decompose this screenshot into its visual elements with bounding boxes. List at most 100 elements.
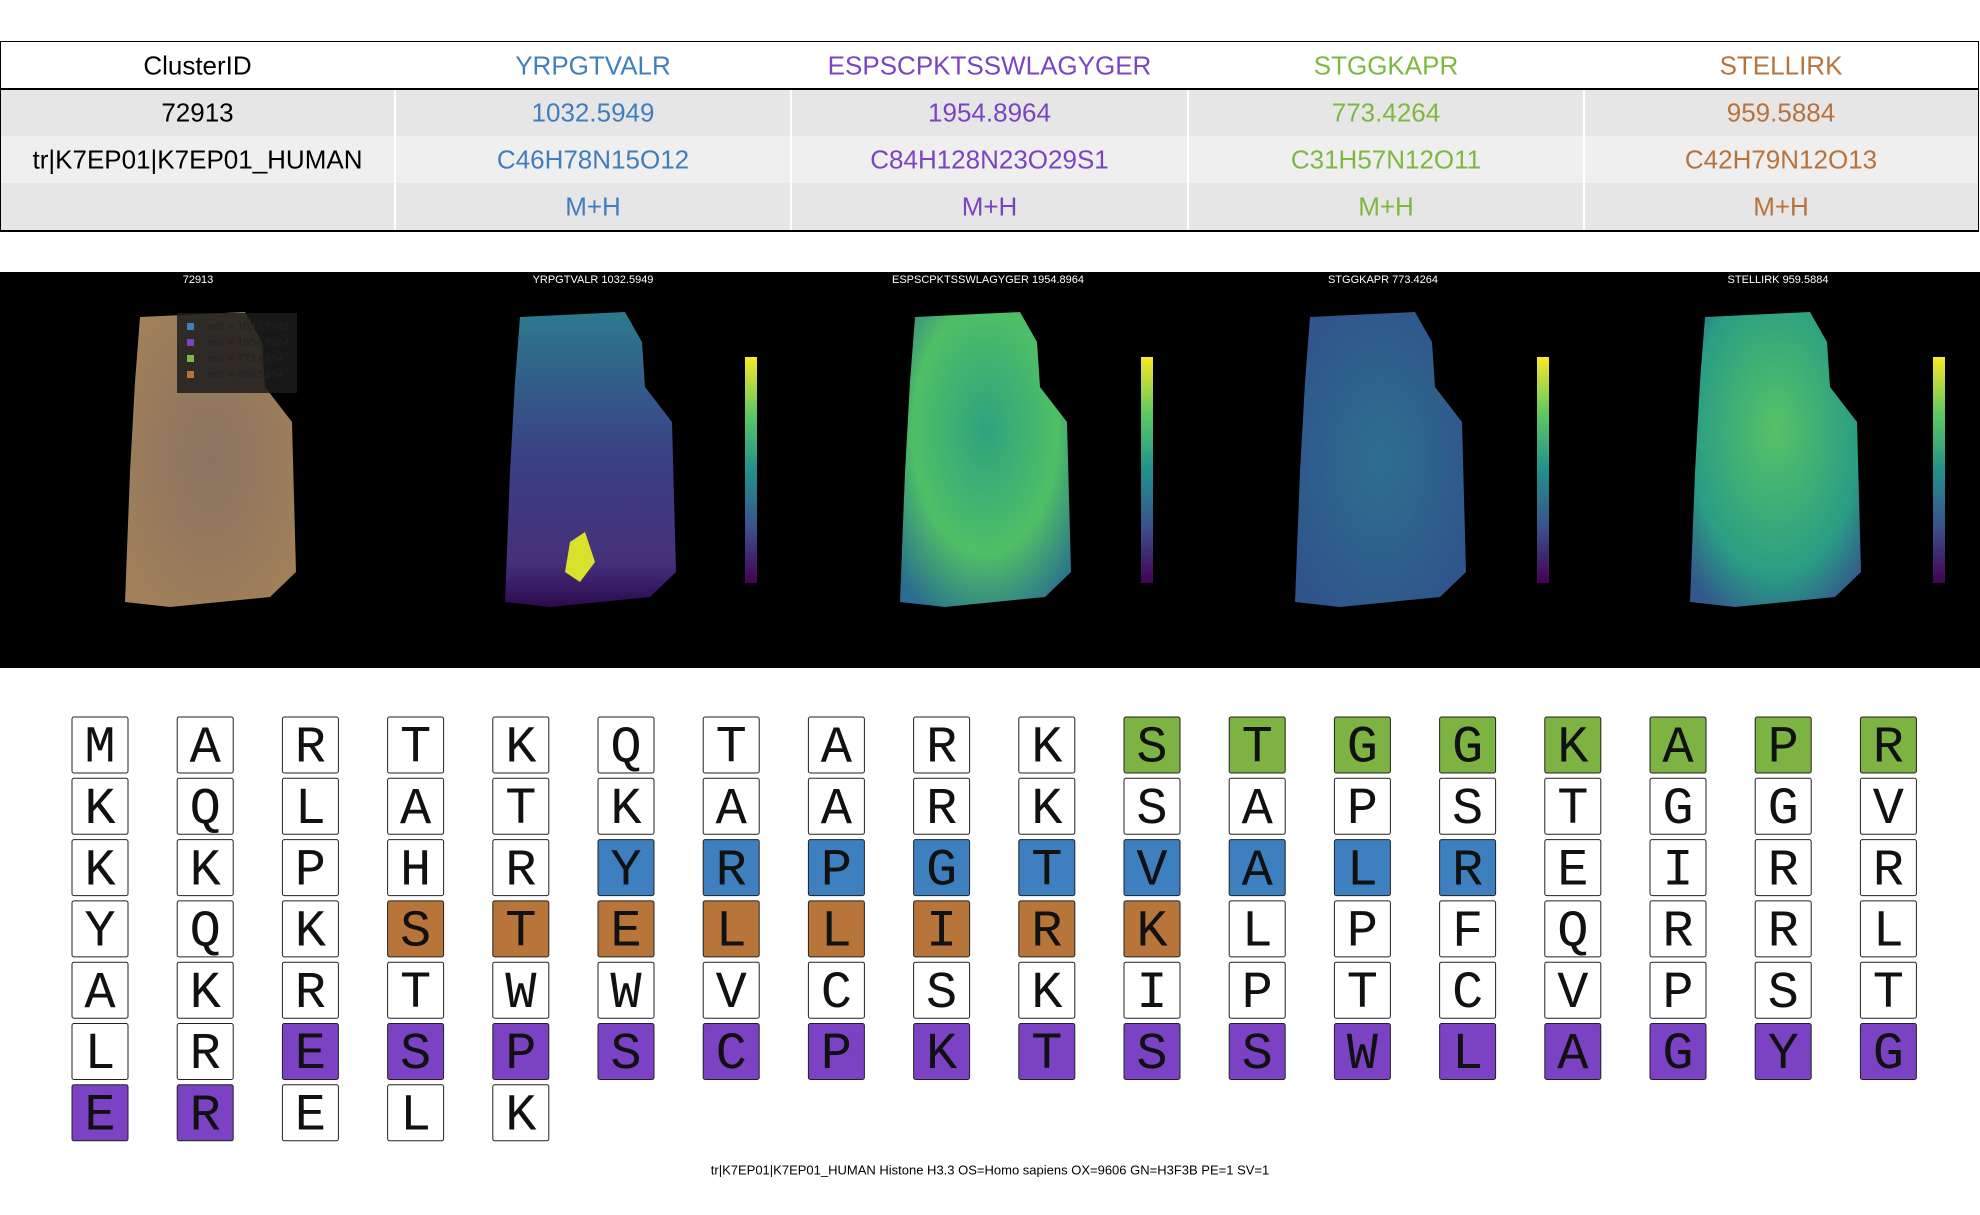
- table-cell: C31H57N12O11: [1291, 144, 1481, 174]
- residue-box: [387, 1084, 445, 1142]
- table-row: [1, 42, 1978, 89]
- residue-box: [176, 716, 234, 774]
- residue-box: [387, 716, 445, 774]
- residue: T: [1031, 841, 1062, 900]
- residue-box: [492, 900, 550, 958]
- residue: Y: [84, 903, 115, 962]
- residue: R: [505, 841, 536, 900]
- table-cell: C46H78N15O12: [497, 144, 689, 174]
- residue-box: [1649, 1023, 1707, 1080]
- residue-box: [702, 716, 760, 774]
- residue: G: [1873, 1025, 1904, 1084]
- table-row: [1, 89, 1978, 136]
- residue-box: [1228, 716, 1286, 774]
- residue: P: [1347, 780, 1378, 839]
- residue: R: [716, 841, 747, 900]
- residue-box: [1228, 1023, 1286, 1080]
- residue: I: [1662, 841, 1693, 900]
- residue-box: [281, 1023, 339, 1080]
- residue: R: [926, 780, 957, 839]
- residue: T: [1242, 719, 1273, 778]
- residue-box: [913, 900, 971, 958]
- legend-swatch: [187, 323, 194, 330]
- residue-box: [702, 777, 760, 835]
- residue: Y: [1768, 1025, 1799, 1084]
- residue-box: [1228, 777, 1286, 835]
- residue: K: [505, 719, 537, 778]
- residue: A: [821, 719, 853, 778]
- residue-box: [913, 777, 971, 835]
- residue: A: [190, 719, 222, 778]
- residue-box: [1333, 1023, 1391, 1080]
- residue-box: [1544, 839, 1602, 897]
- residue: A: [1557, 1025, 1589, 1084]
- residue-box: [1439, 716, 1497, 774]
- residue-box: [1754, 839, 1812, 897]
- residue-box: [1018, 839, 1076, 897]
- residue: K: [610, 780, 642, 839]
- residue: A: [1662, 719, 1694, 778]
- residue: G: [1662, 780, 1693, 839]
- table-row: [1, 136, 1978, 183]
- residue: A: [84, 964, 116, 1023]
- residue-box: [702, 839, 760, 897]
- table-cell: ESPSCPKTSSWLAGYGER: [828, 50, 1152, 80]
- residue-box: [71, 900, 129, 958]
- residue-box: [1123, 961, 1181, 1019]
- legend-label: m/z = 1032.5949: [207, 321, 289, 333]
- residue: T: [400, 964, 431, 1023]
- residue-box: [1123, 777, 1181, 835]
- residue-box: [1439, 900, 1497, 958]
- residue: W: [1347, 1025, 1379, 1084]
- colorbar: [1537, 357, 1549, 583]
- residue-box: [1754, 716, 1812, 774]
- residue: K: [1136, 903, 1168, 962]
- residue-box: [1649, 900, 1707, 958]
- residue: R: [1031, 903, 1062, 962]
- residue-box: [1859, 900, 1917, 958]
- residue: R: [190, 1087, 221, 1146]
- residue-box: [1754, 1023, 1812, 1080]
- residue: R: [926, 719, 957, 778]
- residue-box: [913, 839, 971, 897]
- residue: A: [1242, 841, 1274, 900]
- residue-box: [492, 777, 550, 835]
- residue-box: [807, 777, 865, 835]
- residue-box: [1018, 716, 1076, 774]
- residue-box: [1544, 777, 1602, 835]
- residue: T: [1031, 1025, 1062, 1084]
- residue-box: [1859, 716, 1917, 774]
- residue: V: [1873, 780, 1904, 839]
- residue-box: [71, 839, 129, 897]
- residue-box: [492, 716, 550, 774]
- residue-box: [913, 716, 971, 774]
- residue: V: [716, 964, 747, 1023]
- residue: V: [1557, 964, 1588, 1023]
- residue: E: [295, 1025, 326, 1084]
- table-cell: M+H: [962, 191, 1018, 221]
- residue-box: [1754, 961, 1812, 1019]
- residue-box: [1123, 716, 1181, 774]
- residue-box: [1649, 716, 1707, 774]
- residue: R: [190, 1025, 221, 1084]
- residue-box: [1649, 839, 1707, 897]
- residue: T: [716, 719, 747, 778]
- residue-box: [807, 839, 865, 897]
- residue-box: [387, 961, 445, 1019]
- residue-box: [71, 961, 129, 1019]
- colorbar: [1141, 357, 1153, 583]
- residue-box: [1544, 961, 1602, 1019]
- residue-box: [597, 1023, 655, 1080]
- residue: R: [295, 964, 326, 1023]
- residue-box: [387, 900, 445, 958]
- residue: T: [1557, 780, 1588, 839]
- table-cell: 1954.8964: [928, 97, 1051, 127]
- residue: S: [400, 1025, 431, 1084]
- tissue-image: [1295, 312, 1466, 607]
- residue-box: [1439, 839, 1497, 897]
- residue: C: [716, 1025, 747, 1084]
- residue: K: [190, 964, 222, 1023]
- image-title: ESPSCPKTSSWLAGYGER 1954.8964: [892, 274, 1084, 286]
- image-title: STGGKAPR 773.4264: [1328, 274, 1438, 286]
